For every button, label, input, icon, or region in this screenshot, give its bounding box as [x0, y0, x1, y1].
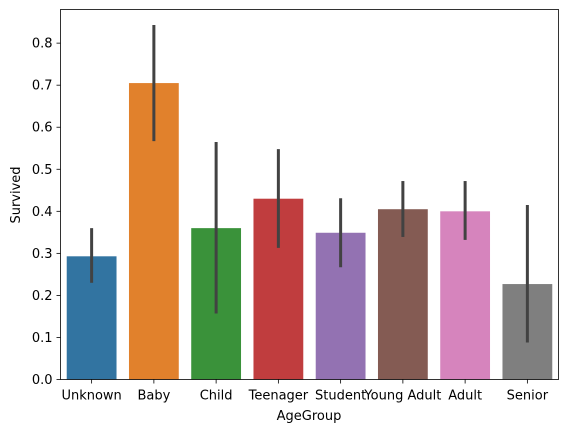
y-tick-label: 0.6	[32, 121, 53, 136]
y-tick-label: 0.0	[32, 373, 53, 388]
x-tick-label: Child	[200, 389, 233, 404]
plot-frame	[60, 9, 559, 380]
y-tick-label: 0.7	[32, 79, 53, 94]
y-axis: 0.0 0.1 0.2 0.3 0.4 0.5 0.6 0.7 0.8	[32, 37, 61, 388]
error-bars-group	[90, 25, 529, 343]
y-tick-label: 0.3	[32, 247, 53, 262]
y-tick-label: 0.8	[32, 37, 53, 52]
x-tick-label: Young Adult	[363, 389, 441, 404]
y-tick-label: 0.2	[32, 289, 53, 304]
y-tick-label: 0.1	[32, 331, 53, 346]
x-tick-label: Unknown	[61, 389, 121, 404]
bars-group	[66, 83, 553, 380]
x-axis-label: AgeGroup	[277, 409, 342, 424]
y-tick-label: 0.5	[32, 163, 53, 178]
x-tick-label: Student	[315, 389, 366, 404]
x-tick-label: Senior	[507, 389, 549, 404]
x-tick-label: Adult	[448, 389, 482, 404]
x-tick-label: Teenager	[248, 389, 309, 404]
bar-young-adult	[377, 209, 428, 380]
y-tick-label: 0.4	[32, 205, 53, 220]
x-tick-label: Baby	[137, 389, 170, 404]
y-axis-label: Survived	[9, 166, 24, 223]
